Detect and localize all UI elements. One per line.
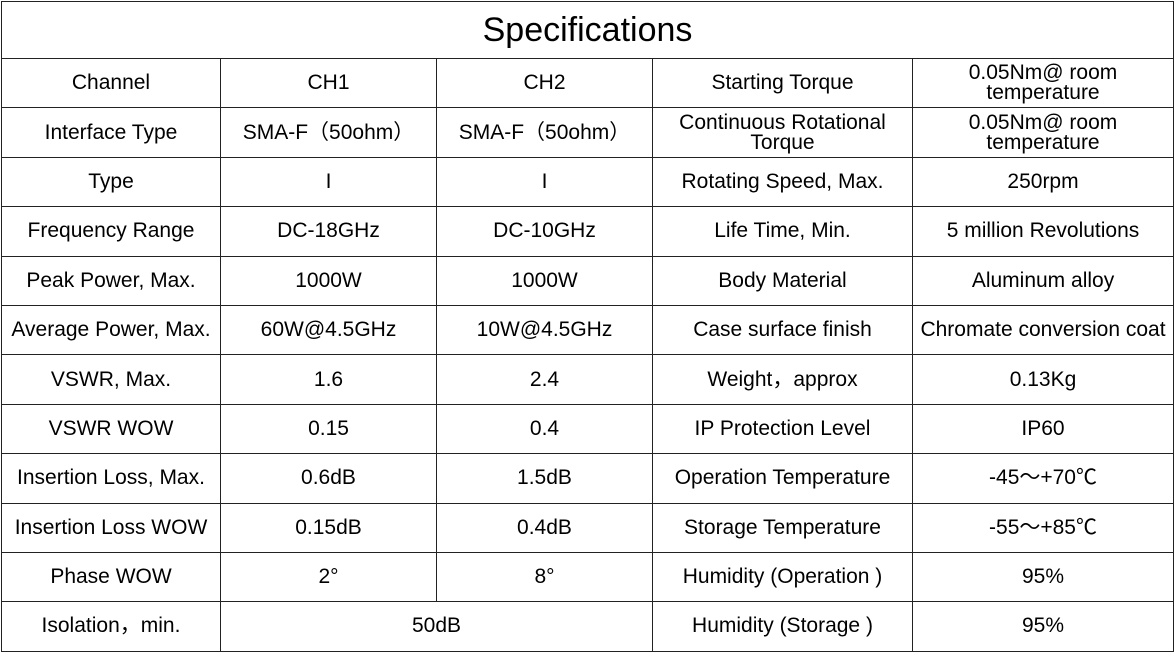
table-row: Frequency Range DC-18GHz DC-10GHz Life Time… xyxy=(1,206,1174,257)
table-cell: 1000W xyxy=(220,255,437,306)
table-cell: 2.4 xyxy=(436,354,653,405)
table-cell: 0.05Nm@ room temperature xyxy=(911,107,1174,158)
table-cell: Insertion Loss WOW xyxy=(1,502,221,553)
table-row: Peak Power, Max. 1000W 1000W Body Material A… xyxy=(1,255,1174,306)
table-row: VSWR WOW 0.15 0.4 IP Protection Level IP60 xyxy=(1,403,1174,455)
table-cell: SMA-F（50ohm） xyxy=(220,107,437,158)
table-cell: 8° xyxy=(436,551,653,603)
table-cell: 250rpm xyxy=(911,156,1174,208)
table-cell: CH1 xyxy=(220,57,437,109)
table-cell: Interface Type xyxy=(1,107,221,158)
table-cell: SMA-F（50ohm） xyxy=(436,107,653,158)
table-cell: 0.4dB xyxy=(436,502,653,553)
table-cell: DC-18GHz xyxy=(220,206,437,257)
table-row: Insertion Loss, Max. 0.6dB 1.5dB Operation … xyxy=(1,453,1174,504)
table-cell: Life Time, Min. xyxy=(652,206,913,257)
table-cell: Isolation，min. xyxy=(1,601,221,652)
table-cell: Aluminum alloy xyxy=(911,255,1174,306)
table-cell: 0.15dB xyxy=(220,502,437,553)
table-cell: VSWR, Max. xyxy=(1,354,221,405)
table-cell: 0.6dB xyxy=(220,453,437,504)
table-cell: Starting Torque xyxy=(652,57,913,109)
table-cell: -45～+70℃ xyxy=(911,453,1174,504)
table-cell: 95% xyxy=(911,601,1174,652)
table-cell: 5 million Revolutions xyxy=(911,206,1174,257)
table-cell: DC-10GHz xyxy=(436,206,653,257)
table-cell: Type xyxy=(1,156,221,208)
table-cell: 1.6 xyxy=(220,354,437,405)
table-cell: 2° xyxy=(220,551,437,603)
table-cell: Channel xyxy=(1,57,221,109)
table-cell: Average Power, Max. xyxy=(1,304,221,356)
table-cell: 60W@4.5GHz xyxy=(220,304,437,356)
table-cell: Phase WOW xyxy=(1,551,221,603)
table-cell: 0.13Kg xyxy=(911,354,1174,405)
table-cell: -55～+85℃ xyxy=(911,502,1174,553)
table-cell: 1000W xyxy=(436,255,653,306)
table-cell: IP60 xyxy=(911,403,1174,455)
table-cell: Humidity (Storage ) xyxy=(652,601,913,652)
table-row: Channel CH1 CH2 Starting Torque 0.05Nm@ room… xyxy=(1,57,1174,109)
table-title: Specifications xyxy=(0,1,1174,59)
table-cell: 0.15 xyxy=(220,403,437,455)
table-cell: CH2 xyxy=(436,57,653,109)
table-row: Insertion Loss WOW 0.15dB 0.4dB Storage Tem… xyxy=(1,502,1174,553)
table-row: Type I I Rotating Speed, Max. 250rpm xyxy=(1,156,1174,208)
table-cell: Insertion Loss, Max. xyxy=(1,453,221,504)
table-cell: Body Material xyxy=(652,255,913,306)
table-cell: VSWR WOW xyxy=(1,403,221,455)
table-body: Channel CH1 CH2 Starting Torque 0.05Nm@ room… xyxy=(1,57,1174,652)
table-cell: 10W@4.5GHz xyxy=(436,304,653,356)
table-cell: 0.4 xyxy=(436,403,653,455)
table-cell: 50dB xyxy=(220,601,653,652)
table-cell: IP Protection Level xyxy=(652,403,913,455)
table-cell: 95% xyxy=(911,551,1174,603)
table-cell: Chromate conversion coat xyxy=(911,304,1174,356)
table-row: Interface Type SMA-F（50ohm） SMA-F（50ohm） Co… xyxy=(1,107,1174,158)
table-row: VSWR, Max. 1.6 2.4 Weight，approx 0.13Kg xyxy=(1,354,1174,405)
table-cell: Humidity (Operation ) xyxy=(652,551,913,603)
table-cell: 1.5dB xyxy=(436,453,653,504)
table-cell: Case surface finish xyxy=(652,304,913,356)
table-cell: Storage Temperature xyxy=(652,502,913,553)
table-cell: Continuous Rotational Torque xyxy=(652,107,913,158)
table-cell: I xyxy=(436,156,653,208)
table-cell: Peak Power, Max. xyxy=(1,255,221,306)
table-row: Phase WOW 2° 8° Humidity (Operation ) 95% xyxy=(1,551,1174,603)
table-cell: I xyxy=(220,156,437,208)
table-cell: 0.05Nm@ room temperature xyxy=(911,57,1174,109)
table-cell: Operation Temperature xyxy=(652,453,913,504)
table-cell: Weight，approx xyxy=(652,354,913,405)
title-row: Specifications xyxy=(0,1,1174,59)
table-row: Average Power, Max. 60W@4.5GHz 10W@4.5GHz C… xyxy=(1,304,1174,356)
table-cell: Rotating Speed, Max. xyxy=(652,156,913,208)
table-row: Isolation，min. 50dB Humidity (Storage ) 95% xyxy=(1,601,1174,652)
table-cell: Frequency Range xyxy=(1,206,221,257)
